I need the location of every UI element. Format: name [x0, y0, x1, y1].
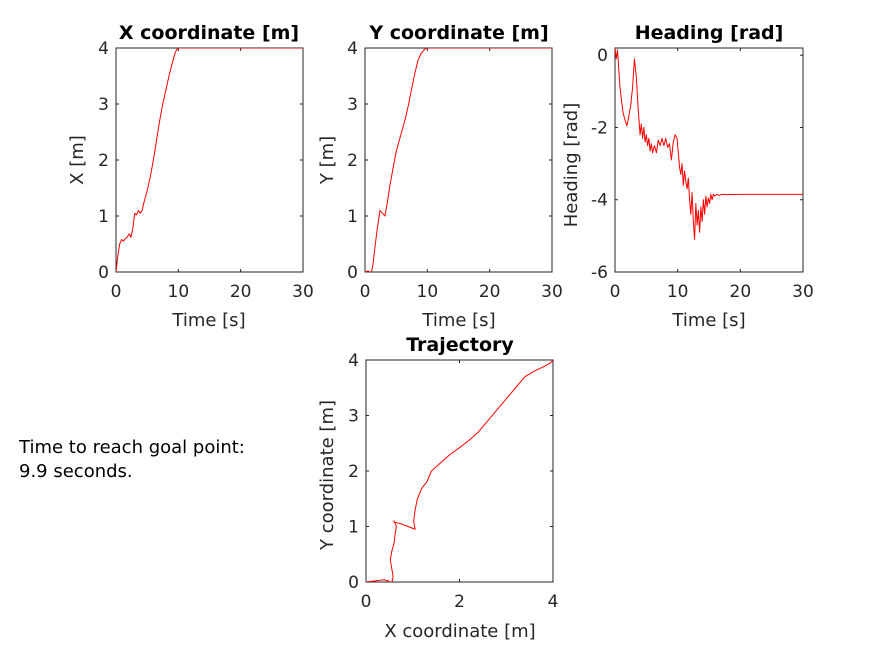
- y-tick-label: 1: [347, 207, 358, 227]
- annotation-line-2: 9.9 seconds.: [19, 461, 133, 482]
- plot-area: [115, 47, 304, 273]
- series-line: [116, 48, 303, 272]
- plot-area: [614, 47, 804, 273]
- y-tick-label: 0: [347, 263, 358, 283]
- x-tick-label: 10: [417, 282, 439, 302]
- annotation-line-1: Time to reach goal point:: [19, 437, 245, 458]
- y-axis-label: X [m]: [67, 135, 88, 185]
- y-tick-label: 3: [98, 95, 109, 115]
- x-tick-label: 10: [667, 282, 689, 302]
- x-tick-label: 20: [230, 282, 252, 302]
- x-tick-label: 10: [168, 282, 190, 302]
- y-tick-label: 1: [348, 518, 359, 538]
- chart-title: X coordinate [m]: [119, 22, 299, 44]
- y-axis-label: Y coordinate [m]: [317, 400, 338, 551]
- y-tick-label: 1: [98, 207, 109, 227]
- y-tick-label: -6: [591, 263, 608, 283]
- chart-title: Y coordinate [m]: [368, 22, 548, 44]
- subplot-x-coordinate: X coordinate [m] Time [s] X [m] 0 10 20 30 0…: [67, 22, 314, 331]
- x-tick-label: 4: [548, 592, 559, 612]
- y-tick-label: -4: [591, 191, 608, 211]
- y-tick-label: 0: [597, 46, 608, 66]
- x-tick-label: 0: [111, 282, 122, 302]
- y-tick-label: 4: [98, 39, 109, 59]
- y-axis-label: Heading [rad]: [561, 103, 582, 228]
- plot-area: [364, 47, 553, 273]
- y-axis-label: Y [m]: [317, 136, 338, 185]
- x-tick-label: 20: [730, 282, 752, 302]
- series-line: [366, 360, 553, 582]
- y-tick-label: -2: [591, 118, 608, 138]
- chart-title: Heading [rad]: [635, 22, 784, 44]
- y-tick-label: 3: [347, 95, 358, 115]
- y-tick-label: 2: [347, 151, 358, 171]
- plot-area: [365, 359, 554, 583]
- x-tick-label: 30: [541, 282, 563, 302]
- subplot-trajectory: Trajectory X coordinate [m] Y coordinate…: [317, 334, 558, 642]
- x-tick-label: 30: [292, 282, 314, 302]
- y-tick-label: 4: [348, 351, 359, 371]
- chart-title: Trajectory: [406, 334, 514, 356]
- y-tick-label: 2: [98, 151, 109, 171]
- x-tick-label: 0: [610, 282, 621, 302]
- y-tick-label: 0: [348, 573, 359, 593]
- y-tick-label: 3: [348, 407, 359, 427]
- x-tick-label: 30: [792, 282, 814, 302]
- y-tick-label: 4: [347, 39, 358, 59]
- x-axis-label: Time [s]: [421, 310, 495, 331]
- x-tick-label: 0: [360, 282, 371, 302]
- x-axis-label: Time [s]: [671, 310, 745, 331]
- x-axis-label: Time [s]: [171, 310, 245, 331]
- x-tick-label: 0: [361, 592, 372, 612]
- x-axis-label: X coordinate [m]: [384, 621, 535, 642]
- x-tick-label: 20: [479, 282, 501, 302]
- y-tick-label: 0: [98, 263, 109, 283]
- x-tick-label: 2: [454, 592, 465, 612]
- series-line: [615, 48, 803, 240]
- y-tick-label: 2: [348, 462, 359, 482]
- subplot-heading: Heading [rad] Time [s] Heading [rad] 0 10…: [561, 22, 814, 331]
- goal-time-annotation: Time to reach goal point: 9.9 seconds.: [19, 436, 245, 484]
- subplot-y-coordinate: Y coordinate [m] Time [s] Y [m] 0 10 20 30 0…: [317, 22, 563, 331]
- series-line: [365, 48, 552, 272]
